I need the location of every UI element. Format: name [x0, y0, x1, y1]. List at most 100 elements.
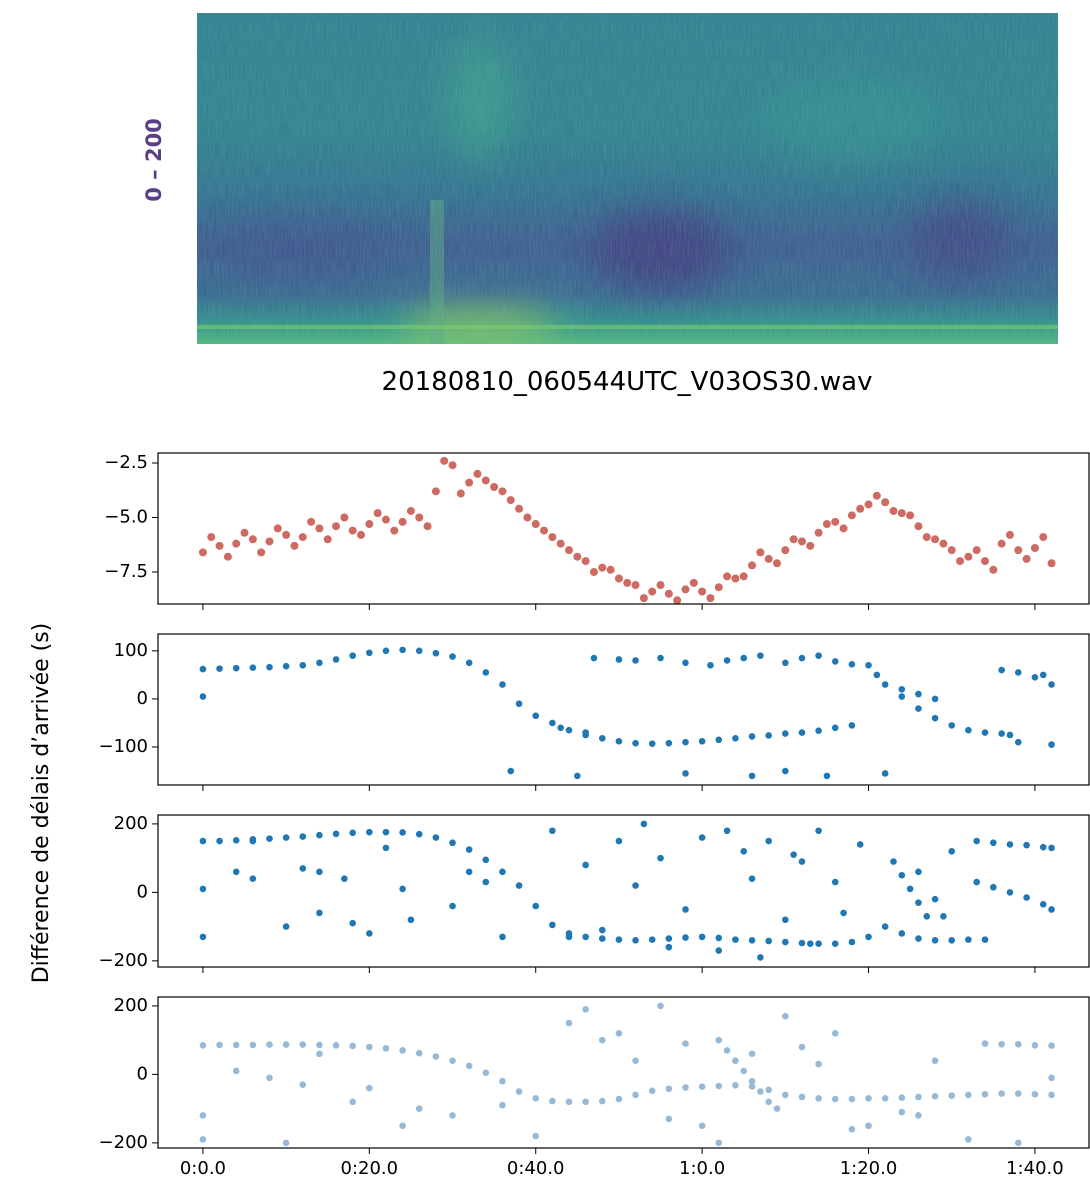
point [964, 552, 973, 561]
point [981, 729, 989, 736]
point [890, 858, 897, 865]
x-tick-label: 0:0.0 [180, 1158, 226, 1179]
point [615, 837, 623, 845]
point [1031, 1090, 1039, 1098]
point [715, 947, 723, 954]
point [589, 567, 598, 576]
point [782, 1012, 789, 1020]
point [606, 565, 615, 574]
point [232, 539, 241, 548]
point [432, 1053, 440, 1060]
point [565, 546, 574, 555]
point [1014, 738, 1022, 746]
point [765, 837, 772, 845]
point [399, 1122, 406, 1130]
point [657, 654, 664, 662]
point [590, 654, 598, 662]
point [298, 533, 307, 542]
point [915, 1093, 922, 1101]
point [465, 1062, 473, 1070]
point [673, 596, 682, 605]
point [715, 934, 723, 942]
y-tick-label: −5.0 [104, 506, 148, 527]
point [815, 940, 822, 948]
point [332, 522, 341, 531]
point [582, 729, 589, 736]
point [449, 653, 456, 660]
point [848, 938, 856, 946]
point [881, 923, 889, 930]
point [382, 1045, 390, 1052]
point [498, 487, 507, 496]
point [782, 938, 789, 946]
point [232, 868, 240, 876]
point [1014, 1139, 1022, 1147]
point [549, 921, 556, 929]
point [698, 1122, 706, 1130]
point [332, 830, 340, 838]
point [299, 1041, 307, 1048]
y-tick-label: −2.5 [104, 452, 148, 473]
point [815, 1095, 822, 1102]
point [199, 1041, 207, 1049]
point [664, 589, 673, 598]
y-tick-label: −7.5 [104, 561, 148, 582]
point [266, 663, 273, 671]
point [848, 1095, 856, 1103]
point [732, 1057, 739, 1064]
point [1006, 889, 1014, 896]
point [316, 868, 323, 876]
point [282, 662, 290, 670]
point [582, 933, 589, 941]
point [906, 511, 915, 520]
point [506, 496, 515, 505]
point [465, 868, 473, 876]
point [1022, 554, 1031, 563]
point [316, 659, 323, 667]
y-axis-label: Différence de délais d’arrivée (s) [29, 623, 54, 984]
point [548, 533, 557, 542]
point [748, 772, 756, 780]
point [989, 565, 998, 574]
point [915, 868, 922, 876]
point [790, 851, 797, 859]
point [831, 1095, 839, 1103]
point [748, 1050, 756, 1058]
point [307, 517, 316, 526]
spectrogram [197, 13, 1058, 344]
point [756, 548, 765, 557]
point [216, 837, 223, 845]
point [865, 933, 872, 941]
point [632, 936, 639, 944]
point [782, 659, 789, 667]
point [249, 1041, 257, 1049]
point [915, 899, 922, 906]
point [698, 1083, 706, 1091]
point [856, 504, 865, 513]
spectrogram-caption: 20180810_060544UTC_V03OS30.wav [382, 367, 873, 397]
point [1048, 1074, 1055, 1082]
point [831, 517, 840, 526]
point [565, 1019, 573, 1027]
point [931, 1092, 939, 1100]
point [499, 933, 506, 941]
point [865, 1095, 872, 1102]
point [199, 1112, 207, 1119]
point [732, 1082, 739, 1089]
point [881, 498, 890, 507]
point [773, 1105, 781, 1112]
point [715, 1139, 723, 1147]
point [723, 657, 731, 664]
point [582, 861, 589, 869]
point [748, 733, 756, 740]
point [740, 654, 748, 662]
point [415, 1105, 423, 1112]
point [499, 681, 506, 688]
point [931, 1057, 939, 1064]
point [265, 537, 274, 546]
point [948, 936, 956, 944]
point [657, 1002, 664, 1010]
point [232, 664, 240, 672]
point [415, 830, 423, 838]
